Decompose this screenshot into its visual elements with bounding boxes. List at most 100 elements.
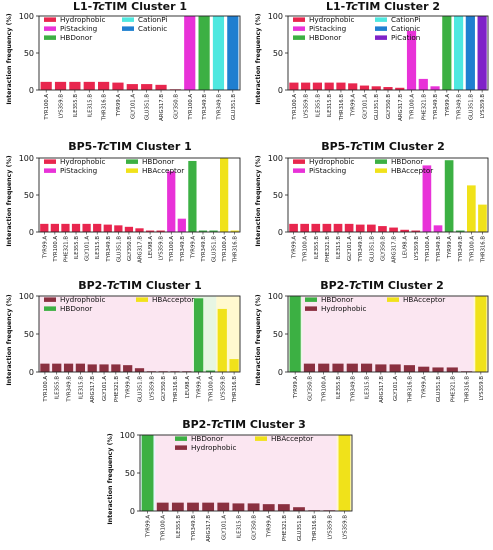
chart-title: BP2-TcTIM Cluster 1 [78,279,202,292]
y-tick-label: 100 [19,292,34,301]
bar [289,223,298,232]
y-tick-label: 0 [278,86,283,95]
chart-title-italic: Tc [350,140,363,153]
x-tick-label: PHE321.B [282,515,288,541]
bar [465,16,475,90]
x-tick-label: TYR99.A [267,515,273,539]
x-tick-label: LYS359.B [59,94,65,119]
chart-title-italic: Tc [349,279,362,292]
x-tick-label: ILE315.B [365,376,371,400]
chart-title-italic: Tc [345,0,358,13]
x-tick-label: GLY101.A [393,376,399,401]
legend-label: Hydrophobic [309,15,354,24]
y-tick-label: 50 [24,49,34,58]
legend-swatch [293,17,305,22]
x-tick-label: TYR349.B [458,236,464,263]
x-tick-label: THR316.B [233,236,239,264]
x-tick-label: ILE315.B [327,94,333,118]
x-tick-label: PHE321.B [114,376,120,402]
chart-title-italic: Tc [97,140,110,153]
bar [303,363,315,372]
chart-title-suffix: TIM Cluster 2 [362,279,444,292]
x-tick-label: PHE321.B [63,236,69,262]
bar [311,223,321,232]
bar [40,81,52,90]
chart-title-prefix: L1- [326,0,345,13]
bar [418,78,428,90]
y-axis-label: Interaction frequency (%) [255,155,262,246]
x-tick-label: TYR100.A [410,94,416,121]
y-tick-label: 100 [19,154,34,163]
bar [112,82,124,90]
chart-panel-6: BP2-TcTIM Cluster 2 Interaction frequency… [255,279,489,403]
plot-frame [38,157,241,233]
legend-swatch [293,168,305,173]
x-tick-label: TYR100.A [44,94,50,121]
legend-label: Cationic [138,24,167,33]
legend-label: HBDonor [60,33,92,42]
legend-label: PiStacking [60,24,97,33]
bar [301,82,311,90]
y-axis-label: Interaction frequency (%) [107,433,114,524]
legend-swatch [44,168,56,173]
bar [395,87,405,90]
chart-title-prefix: BP5- [321,140,350,153]
y-tick-label: 0 [278,368,283,377]
bar [82,223,91,232]
legend-label: Hydrophobic [60,295,105,304]
y-tick-label: 0 [278,228,283,237]
plot-frame [139,434,353,512]
x-tick-label: TYR349.B [67,376,73,403]
bar [205,370,216,372]
bar [184,16,196,90]
bar [50,223,59,232]
bar [75,363,85,372]
bar [375,364,387,372]
x-tick-label: THR316.B [480,236,486,264]
legend-label: HBDonor [60,304,92,313]
bar [156,230,165,232]
x-tick-label: GLY101.A [102,376,108,401]
legend-label: PiCation [391,33,420,42]
legend-swatch [175,436,187,441]
bar [332,363,344,372]
x-tick-label: LYS359.B [479,376,485,401]
x-tick-label: TYR349.B [201,236,207,263]
bar [156,502,169,511]
legend-label: Hydrophobic [60,157,105,166]
x-tick-label: TYR100.A [43,376,49,403]
x-tick-label: THR316.B [312,515,318,543]
legend-swatch [126,159,138,164]
y-axis-label: Interaction frequency (%) [6,294,13,385]
bar [467,185,476,232]
legend-swatch [44,306,56,311]
x-tick-label: GLY101.A [221,515,227,540]
legend-swatch [375,159,387,164]
legend-swatch [375,35,387,40]
bar [63,363,74,372]
bar [262,504,275,511]
bar [277,504,290,511]
bar [217,502,230,511]
y-tick-label: 0 [29,368,34,377]
bar [230,230,239,232]
x-tick-label: ILE355.B [73,94,79,118]
y-axis-label: Interaction frequency (%) [6,155,13,246]
x-tick-label: ARG317.B [398,94,404,121]
x-tick-label: LYS359.B [414,236,420,261]
bar [432,367,444,372]
bar [93,223,102,232]
background-band [39,296,193,372]
x-tick-label: GLY101.A [130,94,136,119]
legend-swatch [305,297,317,302]
x-tick-label: ILE315.B [236,515,242,539]
legend-swatch [44,159,56,164]
chart-title-suffix: TIM Cluster 1 [120,279,202,292]
x-tick-label: GLY350.B [173,94,179,119]
chart-panel-3: BP5-TcTIM Cluster 1 Interaction frequency… [6,140,241,264]
y-tick-label: 100 [268,292,283,301]
x-tick-label: LYS359.B [159,236,165,261]
legend-label: HBAcceptor [271,434,313,443]
x-tick-label: ARG317.B [392,236,398,263]
